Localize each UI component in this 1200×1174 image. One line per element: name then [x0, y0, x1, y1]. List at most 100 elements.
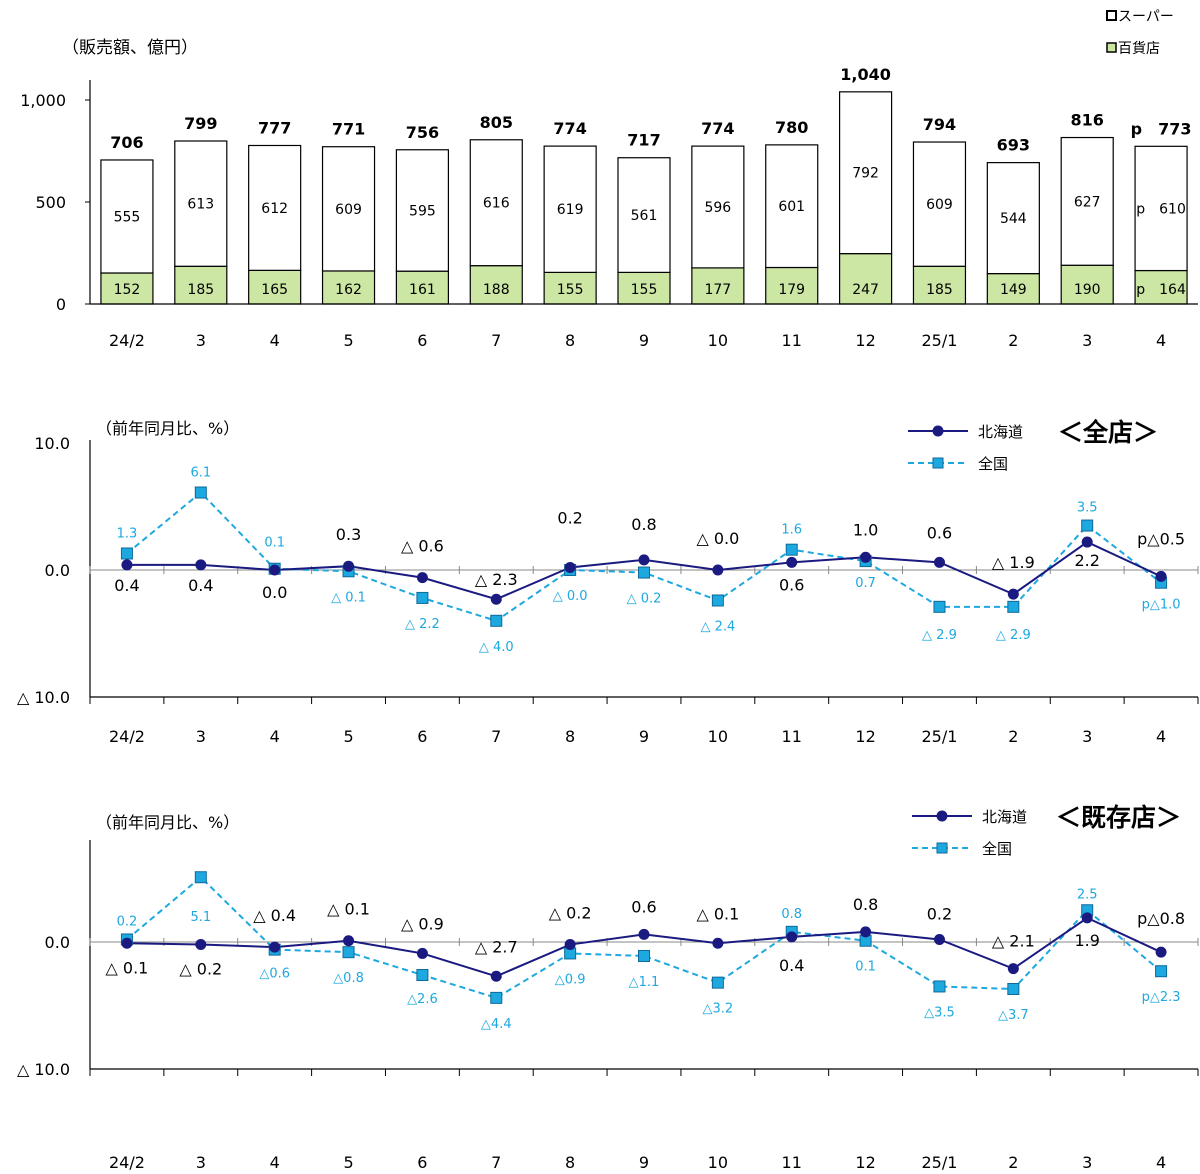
point-hokkaido: [1155, 946, 1167, 958]
bar-total-label: 816: [1070, 111, 1103, 130]
legend-label-dept-store: 百貨店: [1118, 40, 1160, 57]
point-hokkaido: [1155, 570, 1167, 582]
x-tick-label: 4: [1156, 331, 1166, 350]
x-tick-label: 2: [1008, 727, 1018, 746]
x-tick-label: 9: [639, 727, 649, 746]
point-national: [490, 991, 503, 1004]
data-label-hokkaido: △ 0.1: [327, 900, 370, 919]
point-hokkaido: [638, 554, 650, 566]
point-hokkaido: [1007, 963, 1019, 975]
bar-super-label: 619: [557, 202, 584, 218]
point-national: [711, 594, 724, 607]
data-label-national: 5.1: [190, 910, 211, 925]
point-hokkaido: [195, 559, 207, 571]
point-national: [1007, 982, 1020, 995]
x-tick-label: 3: [1082, 331, 1092, 350]
x-tick-label: 4: [270, 727, 280, 746]
x-tick-label: 7: [491, 1153, 501, 1172]
bar-dept-label: 179: [778, 282, 805, 298]
data-label-national: 1.3: [117, 526, 138, 541]
data-label-national: △3.2: [703, 1002, 734, 1017]
bar-total-label: 756: [406, 123, 439, 142]
bar-total-label: p 773: [1131, 119, 1192, 138]
x-tick-label: 5: [343, 727, 353, 746]
panel-title: ＜全店＞: [1058, 418, 1158, 447]
point-national: [933, 600, 946, 613]
point-national: [638, 949, 650, 962]
x-tick-label: 6: [417, 727, 427, 746]
bar-total-label: 794: [923, 115, 956, 134]
legend-marker-hokkaido: [932, 425, 944, 437]
x-tick-label: 7: [491, 727, 501, 746]
point-hokkaido: [121, 937, 133, 949]
bar-dept-store: [765, 266, 819, 305]
data-label-hokkaido: △ 0.2: [549, 904, 592, 923]
point-national: [194, 486, 207, 499]
y-tick-label: △ 10.0: [17, 688, 70, 707]
data-label-national: △1.1: [629, 975, 660, 990]
data-label-hokkaido: 0.6: [927, 523, 952, 542]
legend-label-national: 全国: [982, 840, 1012, 858]
x-tick-label: 2: [1008, 331, 1018, 350]
bar-total-label: 693: [997, 136, 1030, 155]
bar-panel: （販売額、億円） 0 500 1,000 152 555 706 24/2 185 613 799 3…: [20, 9, 1198, 350]
bar-super-label: 612: [261, 201, 288, 217]
data-label-hokkaido: 0.4: [188, 576, 213, 595]
x-tick-label: 11: [782, 1153, 802, 1172]
bar-super-label: 595: [409, 203, 436, 219]
data-label-hokkaido: △ 1.9: [992, 553, 1035, 572]
data-label-hokkaido: △ 0.1: [106, 958, 149, 977]
data-label-hokkaido: △ 0.4: [253, 906, 296, 925]
unit-label: （前年同月比、%）: [96, 813, 239, 832]
x-tick-label: 25/1: [921, 331, 957, 350]
point-hokkaido: [490, 970, 502, 982]
data-label-hokkaido: 0.6: [631, 897, 656, 916]
point-national: [194, 871, 207, 884]
data-label-national: 1.6: [781, 523, 802, 538]
x-tick-label: 3: [196, 331, 206, 350]
point-hokkaido: [1081, 536, 1093, 548]
data-label-national: p△2.3: [1142, 990, 1181, 1005]
y-tick-label: 0.0: [45, 933, 70, 952]
bar-dept-label: 165: [261, 282, 288, 298]
point-hokkaido: [343, 560, 355, 572]
bar-super-label: p 610: [1136, 201, 1186, 217]
bar-dept-label: 161: [409, 282, 436, 298]
bar-dept-label: 188: [483, 282, 510, 298]
point-national: [1081, 519, 1094, 532]
bar-super-label: 627: [1074, 194, 1101, 210]
bar-dept-label: 177: [704, 282, 731, 298]
data-label-national: △0.6: [259, 967, 290, 982]
bar-supermarket: [543, 145, 597, 273]
data-label-hokkaido: 0.3: [336, 525, 361, 544]
legend-label-supermarket: スーパー: [1118, 9, 1174, 25]
bar-super-label: 613: [187, 197, 214, 213]
data-label-hokkaido: 2.2: [1074, 551, 1099, 570]
data-label-national: 6.1: [190, 466, 211, 481]
data-label-national: 0.1: [855, 960, 876, 975]
data-label-national: 0.8: [781, 907, 802, 922]
bar-supermarket: [395, 149, 449, 272]
bar-supermarket: [248, 144, 302, 271]
bar-super-label: 792: [852, 166, 879, 182]
unit-label: （販売額、億円）: [62, 38, 198, 58]
data-label-hokkaido: 1.9: [1074, 931, 1099, 950]
data-label-national: △ 0.0: [553, 589, 588, 604]
data-label-national: 0.1: [264, 536, 285, 551]
bar-total-label: 774: [553, 119, 586, 138]
bar-supermarket: [1060, 136, 1114, 266]
bar-supermarket: [469, 139, 523, 267]
data-label-hokkaido: 0.0: [262, 583, 287, 602]
point-hokkaido: [712, 564, 724, 576]
x-tick-label: 3: [1082, 727, 1092, 746]
y-tick-label: 0: [56, 295, 66, 314]
x-tick-label: 25/1: [921, 1153, 957, 1172]
legend-swatch-dept-store: [1106, 42, 1117, 53]
bar-dept-store: [321, 270, 376, 305]
point-hokkaido: [786, 556, 798, 568]
x-tick-label: 10: [708, 1153, 728, 1172]
x-tick-label: 25/1: [921, 727, 957, 746]
bar-super-label: 561: [631, 208, 658, 224]
y-tick-label: 1,000: [20, 91, 66, 110]
legend-marker-national: [936, 842, 948, 854]
